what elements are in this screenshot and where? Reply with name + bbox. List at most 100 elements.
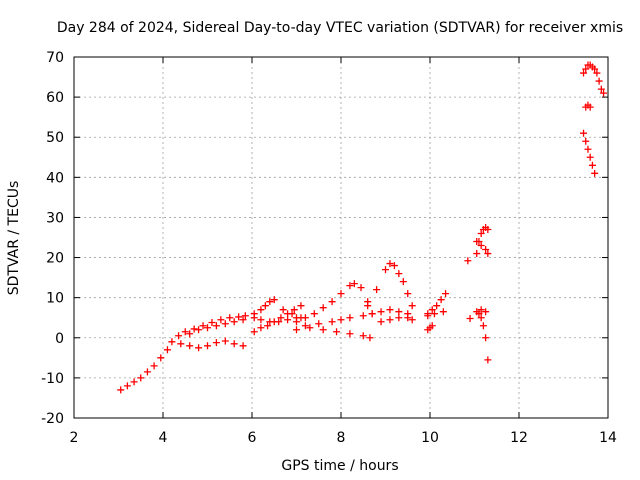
data-point: [337, 290, 345, 298]
data-point: [175, 332, 183, 340]
data-point: [591, 65, 599, 73]
data-point: [279, 306, 287, 314]
data-point: [466, 315, 474, 323]
data-point: [230, 318, 238, 326]
y-tick-label: 10: [46, 291, 64, 307]
plot-frame: [73, 56, 609, 419]
data-point: [186, 330, 194, 338]
y-tick-label: 60: [46, 90, 64, 106]
chart-title: Day 284 of 2024, Sidereal Day-to-day VTE…: [57, 20, 623, 36]
data-point: [275, 318, 283, 326]
data-point: [386, 316, 394, 324]
data-point: [580, 69, 588, 77]
gridlines: [74, 57, 608, 418]
data-point: [580, 129, 588, 137]
y-tick-label: -20: [41, 411, 64, 427]
data-point: [473, 308, 481, 316]
data-point: [301, 314, 309, 322]
data-point: [328, 318, 336, 326]
data-point: [437, 296, 445, 304]
data-point: [257, 324, 265, 332]
x-tick-label: 2: [70, 430, 79, 446]
x-tick-label: 14: [599, 430, 617, 446]
data-point: [395, 314, 403, 322]
data-point: [484, 250, 492, 258]
data-point: [277, 314, 285, 322]
data-point: [588, 161, 596, 169]
data-point: [373, 286, 381, 294]
data-point: [212, 322, 220, 330]
data-point: [297, 302, 305, 310]
data-point: [190, 325, 198, 333]
data-point: [382, 266, 389, 274]
data-point: [404, 290, 412, 298]
data-point: [395, 308, 403, 316]
data-point: [306, 324, 314, 332]
data-point: [157, 354, 165, 362]
x-tick-label: 4: [159, 430, 168, 446]
data-point: [386, 260, 394, 268]
data-point: [359, 312, 367, 320]
data-point: [319, 304, 327, 312]
data-point: [357, 284, 365, 292]
data-point: [143, 368, 151, 376]
data-point: [221, 320, 229, 328]
data-point: [595, 77, 603, 85]
data-point: [368, 310, 376, 318]
data-point: [130, 378, 138, 386]
data-point: [442, 290, 450, 298]
data-point: [377, 318, 385, 326]
data-point: [404, 314, 412, 322]
data-point: [408, 316, 416, 324]
data-point: [186, 342, 194, 350]
data-point: [477, 242, 485, 250]
data-point: [212, 339, 220, 347]
data-point: [168, 338, 176, 346]
data-point: [390, 262, 398, 270]
data-point: [346, 330, 354, 338]
axis-ticks: 2 4 6 8 10 12 14 -20 -10 0 10 20 30 40 50 60 70: [41, 50, 617, 446]
data-point: [163, 346, 171, 354]
data-point: [386, 306, 394, 314]
data-point: [264, 322, 272, 330]
data-point: [328, 298, 336, 306]
data-point: [482, 308, 490, 316]
data-point: [284, 316, 292, 324]
data-point: [484, 225, 492, 233]
x-tick-label: 6: [248, 430, 257, 446]
x-axis-label: GPS time / hours: [281, 458, 398, 474]
data-point: [586, 103, 594, 111]
data-point: [586, 153, 594, 161]
data-point: [250, 314, 258, 322]
data-point: [290, 306, 298, 314]
data-point: [319, 326, 327, 334]
data-point: [204, 324, 211, 332]
data-point: [195, 344, 203, 352]
data-point: [597, 85, 605, 93]
data-point: [337, 316, 345, 324]
y-tick-label: 20: [46, 251, 64, 267]
data-point: [346, 282, 354, 290]
y-tick-label: 70: [46, 50, 64, 66]
data-point: [464, 257, 472, 265]
data-point: [208, 319, 216, 327]
data-point: [346, 314, 354, 322]
data-point: [482, 334, 490, 342]
data-point: [293, 318, 300, 326]
data-point: [123, 382, 131, 390]
data-point: [226, 314, 234, 322]
y-tick-label: -10: [41, 371, 64, 387]
y-tick-label: 30: [46, 210, 64, 226]
data-point: [235, 313, 243, 321]
data-point: [241, 312, 249, 320]
data-point: [582, 137, 590, 145]
data-point: [257, 316, 265, 324]
data-point: [482, 246, 490, 254]
data-point: [217, 316, 225, 324]
data-point: [195, 326, 203, 334]
data-point: [377, 308, 385, 316]
data-point: [230, 340, 238, 348]
data-point: [117, 386, 125, 394]
